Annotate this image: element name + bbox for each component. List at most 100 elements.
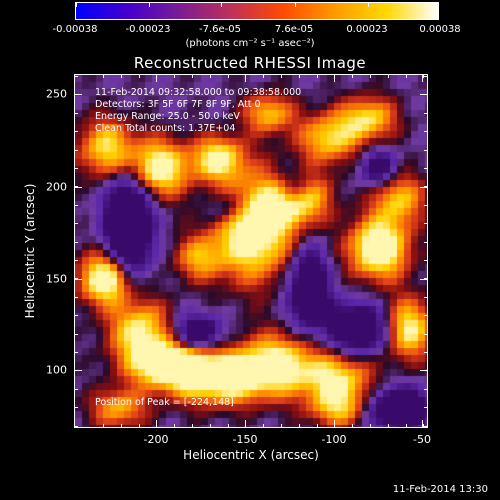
- colorbar-tick-label: 7.6e-05: [274, 24, 314, 35]
- axis-tick: [388, 74, 389, 78]
- axis-tick: [352, 424, 353, 428]
- axis-tick: [424, 186, 428, 187]
- axis-tick: [74, 242, 78, 243]
- axis-tick: [424, 352, 428, 353]
- axis-tick: [156, 74, 157, 82]
- colorbar-tick-label: 0.00038: [419, 24, 461, 35]
- x-tick-label: -200: [143, 433, 169, 446]
- axis-tick: [420, 187, 428, 188]
- axis-tick: [228, 74, 229, 78]
- axis-tick: [74, 150, 78, 151]
- axis-tick: [299, 74, 300, 78]
- axis-tick: [406, 424, 407, 428]
- x-axis-label: Heliocentric X (arcsec): [183, 448, 319, 462]
- axis-tick: [245, 74, 246, 78]
- y-tick-label: 200: [46, 180, 67, 194]
- colorbar-units: (photons cm⁻² s⁻¹ asec⁻²): [185, 38, 315, 49]
- axis-tick: [74, 279, 82, 280]
- axis-tick: [406, 74, 407, 78]
- x-tick-label: -50: [413, 433, 431, 446]
- axis-tick: [139, 424, 140, 428]
- axis-tick: [74, 334, 78, 335]
- axis-tick: [423, 424, 424, 428]
- colorbar-tick: [295, 3, 296, 7]
- axis-tick: [424, 76, 428, 77]
- peak-position: Position of Peak = [-224,148]: [95, 397, 234, 408]
- colorbar-tick-label: -0.00023: [125, 24, 171, 35]
- info-time-range: 11-Feb-2014 09:32:58.000 to 09:38:58.000: [95, 87, 302, 98]
- colorbar-tick: [368, 3, 369, 7]
- axis-tick: [263, 424, 264, 428]
- axis-tick: [156, 424, 157, 428]
- axis-tick: [263, 74, 264, 78]
- axis-tick: [74, 131, 78, 132]
- axis-tick: [74, 94, 78, 95]
- axis-tick: [388, 424, 389, 428]
- axis-tick: [424, 260, 428, 261]
- info-detectors: Detectors: 3F 5F 6F 7F 8F 9F, Att 0: [95, 99, 261, 110]
- axis-tick: [424, 223, 428, 224]
- axis-tick: [228, 424, 229, 428]
- axis-tick: [139, 74, 140, 78]
- axis-tick: [103, 74, 104, 78]
- axis-tick: [317, 74, 318, 78]
- colorbar: [75, 2, 439, 20]
- axis-tick: [74, 370, 78, 371]
- axis-tick: [424, 205, 428, 206]
- x-tick-label: -150: [232, 433, 258, 446]
- axis-tick: [74, 426, 78, 427]
- axis-tick: [192, 424, 193, 428]
- colorbar-tick: [438, 3, 439, 7]
- y-tick-label: 250: [46, 87, 67, 101]
- plot-title: Reconstructed RHESSI Image: [133, 54, 367, 72]
- axis-tick: [424, 334, 428, 335]
- axis-tick: [192, 74, 193, 78]
- y-tick-label: 150: [46, 272, 67, 286]
- axis-tick: [210, 74, 211, 78]
- y-tick-label: 100: [46, 363, 67, 377]
- x-tick-label: -100: [321, 433, 347, 446]
- axis-tick: [74, 352, 78, 353]
- info-energy-range: Energy Range: 25.0 - 50.0 keV: [95, 111, 240, 122]
- axis-tick: [370, 424, 371, 428]
- axis-tick: [245, 424, 246, 428]
- axis-tick: [424, 242, 428, 243]
- colorbar-tick-label: -0.00038: [52, 24, 98, 35]
- axis-tick: [74, 389, 78, 390]
- axis-tick: [334, 424, 335, 428]
- axis-tick: [424, 297, 428, 298]
- colorbar-tick: [76, 3, 77, 7]
- axis-tick: [422, 74, 423, 82]
- axis-tick: [424, 168, 428, 169]
- axis-tick: [424, 315, 428, 316]
- axis-tick: [121, 424, 122, 428]
- axis-tick: [334, 74, 335, 82]
- axis-tick: [424, 113, 428, 114]
- axis-tick: [74, 186, 78, 187]
- axis-tick: [74, 223, 78, 224]
- axis-tick: [424, 150, 428, 151]
- colorbar-tick-label: -7.6e-05: [199, 24, 241, 35]
- colorbar-tick: [149, 3, 150, 7]
- axis-tick: [423, 74, 424, 78]
- axis-tick: [424, 426, 428, 427]
- axis-tick: [156, 74, 157, 78]
- axis-tick: [74, 315, 78, 316]
- footer-date: 11-Feb-2014 13:30: [392, 484, 488, 495]
- axis-tick: [424, 407, 428, 408]
- axis-tick: [299, 424, 300, 428]
- axis-tick: [281, 424, 282, 428]
- axis-tick: [424, 389, 428, 390]
- axis-tick: [74, 94, 82, 95]
- info-total-counts: Clean Total counts: 1.37E+04: [95, 123, 236, 134]
- axis-tick: [424, 370, 428, 371]
- axis-tick: [370, 74, 371, 78]
- axis-tick: [74, 113, 78, 114]
- axis-tick: [424, 278, 428, 279]
- axis-tick: [74, 260, 78, 261]
- axis-tick: [74, 168, 78, 169]
- axis-tick: [174, 74, 175, 78]
- axis-tick: [103, 424, 104, 428]
- axis-tick: [424, 94, 428, 95]
- axis-tick: [74, 205, 78, 206]
